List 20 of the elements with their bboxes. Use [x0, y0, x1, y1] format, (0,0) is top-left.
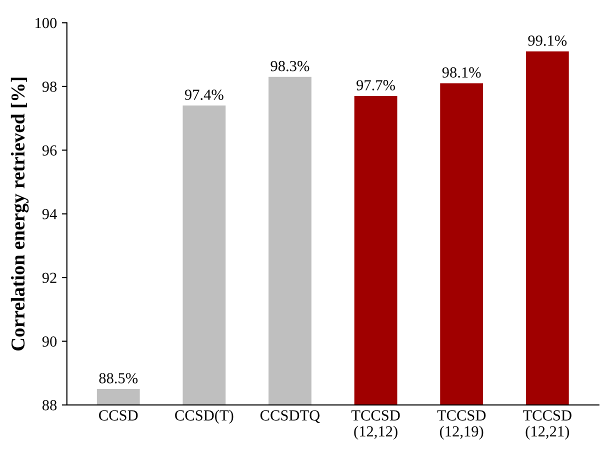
y-tick-label: 90: [42, 336, 57, 347]
y-tick-label: 92: [42, 272, 56, 283]
y-tick-label: 88: [42, 400, 57, 410]
y-tick-label: 100: [36, 18, 57, 28]
data-label: 97.4%: [184, 90, 224, 100]
x-tick-label: CCSD: [99, 410, 138, 421]
x-tick-label: TCCSD (12,19): [437, 410, 486, 440]
data-label: 98.3%: [270, 60, 310, 72]
x-tick-label: CCSD(T): [175, 410, 234, 424]
data-label: 97.7%: [356, 80, 395, 90]
y-tick-label: 94: [42, 209, 57, 220]
data-label: 99.1%: [528, 35, 567, 46]
x-tick-label: TCCSD (12,12): [351, 410, 400, 440]
y-axis-title: Correlation energy retrieved [%]: [10, 78, 29, 351]
data-label: 98.1%: [442, 67, 481, 78]
x-tick-label: CCSDTQ: [260, 410, 320, 423]
y-tick-label: 96: [42, 145, 57, 156]
data-label: 88.5%: [99, 373, 138, 384]
x-tick-label: TCCSD (12,21): [523, 410, 572, 440]
y-tick-label: 98: [42, 82, 57, 92]
